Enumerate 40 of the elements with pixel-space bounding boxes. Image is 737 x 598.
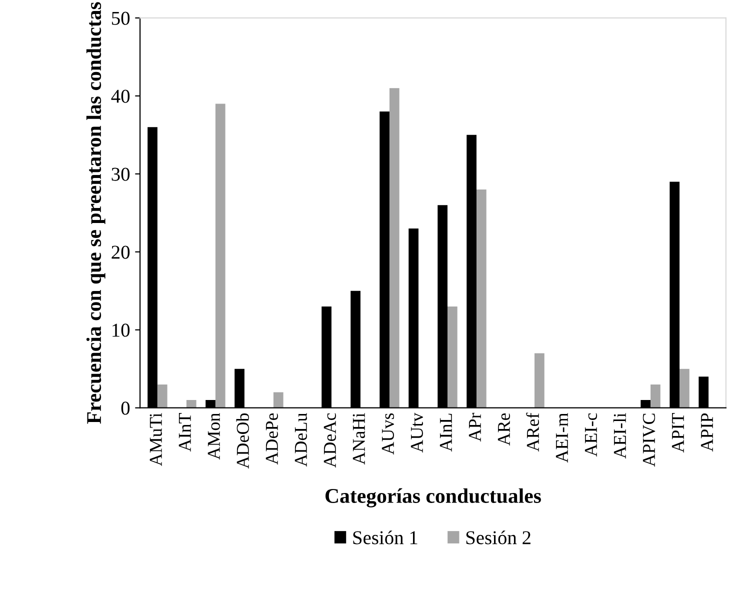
x-tick-label: ADeOb (236, 413, 249, 469)
y-tick-label: 10 (112, 324, 130, 337)
bar (215, 104, 226, 408)
x-tick-label: ARef (526, 412, 540, 452)
x-tick-label: APr (468, 412, 481, 442)
x-tick-label: AUtv (410, 412, 424, 453)
bar (534, 353, 544, 408)
bar (680, 368, 690, 408)
y-tick-label: 50 (112, 12, 130, 25)
y-tick-label: 0 (121, 402, 130, 415)
x-tick-label: AEI-m (556, 412, 568, 463)
y-tick-label: 40 (111, 90, 130, 103)
y-axis-title: Frecuencia con que se preentaron las conductas (86, 2, 106, 424)
bar (273, 392, 284, 408)
y-tick-label: 30 (112, 168, 130, 181)
x-tick-label: AInT (178, 412, 191, 452)
bar (157, 384, 168, 408)
legend-label: Sesión 2 (466, 530, 530, 544)
bar (476, 189, 486, 408)
x-tick-label: AEI-c (584, 413, 598, 457)
x-tick-label: ANaHi (352, 413, 365, 465)
x-tick-label: APIT (672, 412, 684, 453)
x-tick-label: AEI-li (613, 413, 626, 459)
x-tick-label: ARe (498, 413, 510, 446)
x-tick-label: ADeAc (324, 413, 336, 468)
bar (650, 384, 660, 408)
x-tick-label: AUvs (382, 413, 394, 455)
x-tick-label: ADeLu (294, 413, 307, 467)
x-tick-label: AMon (208, 412, 220, 460)
bar (186, 400, 196, 408)
x-tick-label: APIVC (642, 414, 656, 467)
bar (389, 88, 400, 408)
x-tick-label: ADePe (266, 413, 278, 465)
legend-label: Sesión 1 (353, 530, 418, 544)
y-tick-label: 20 (112, 246, 130, 259)
x-tick-label: AInL (440, 414, 452, 452)
x-axis-title: Categorías conductuales (326, 488, 541, 508)
bar (447, 306, 458, 408)
x-tick-label: APIP (700, 413, 713, 452)
x-tick-label: AMuTi (150, 413, 162, 466)
